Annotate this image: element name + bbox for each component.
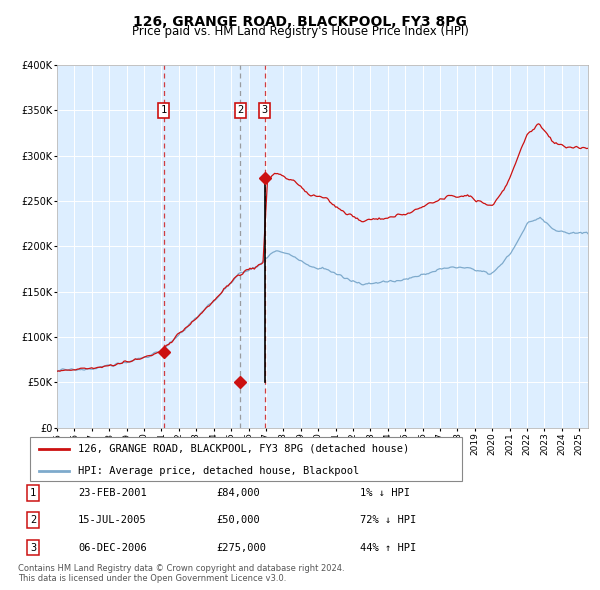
Text: 126, GRANGE ROAD, BLACKPOOL, FY3 8PG (detached house): 126, GRANGE ROAD, BLACKPOOL, FY3 8PG (de…: [77, 444, 409, 454]
Text: 126, GRANGE ROAD, BLACKPOOL, FY3 8PG: 126, GRANGE ROAD, BLACKPOOL, FY3 8PG: [133, 15, 467, 29]
Text: Contains HM Land Registry data © Crown copyright and database right 2024.
This d: Contains HM Land Registry data © Crown c…: [18, 563, 344, 583]
Text: £84,000: £84,000: [216, 488, 260, 497]
Text: 06-DEC-2006: 06-DEC-2006: [78, 543, 147, 552]
Text: 72% ↓ HPI: 72% ↓ HPI: [360, 516, 416, 525]
Text: 1: 1: [160, 105, 167, 115]
Text: 23-FEB-2001: 23-FEB-2001: [78, 488, 147, 497]
Text: 44% ↑ HPI: 44% ↑ HPI: [360, 543, 416, 552]
Text: 2: 2: [238, 105, 244, 115]
Text: 1% ↓ HPI: 1% ↓ HPI: [360, 488, 410, 497]
Text: HPI: Average price, detached house, Blackpool: HPI: Average price, detached house, Blac…: [77, 466, 359, 476]
Text: 2: 2: [30, 516, 36, 525]
Text: £275,000: £275,000: [216, 543, 266, 552]
Text: 3: 3: [262, 105, 268, 115]
Text: 3: 3: [30, 543, 36, 552]
Text: 1: 1: [30, 488, 36, 497]
Text: £50,000: £50,000: [216, 516, 260, 525]
Text: Price paid vs. HM Land Registry's House Price Index (HPI): Price paid vs. HM Land Registry's House …: [131, 25, 469, 38]
FancyBboxPatch shape: [30, 437, 462, 481]
Text: 15-JUL-2005: 15-JUL-2005: [78, 516, 147, 525]
